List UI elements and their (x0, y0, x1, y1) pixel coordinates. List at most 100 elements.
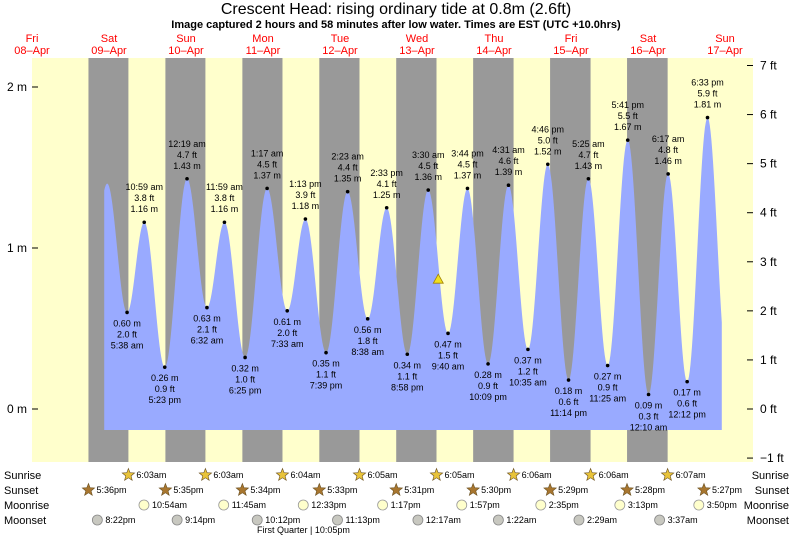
sunrise-time: 6:03am (213, 470, 243, 480)
moonset-icon (654, 514, 666, 526)
moonrise-icon (693, 499, 705, 511)
tide-point (546, 162, 550, 167)
sunset-time: 5:35pm (173, 485, 203, 495)
tide-point-label: 12:12 pm (668, 410, 706, 420)
sunset-icon (158, 482, 173, 496)
day-date-label: 16–Apr (630, 45, 666, 57)
tide-point-label: 7:39 pm (310, 381, 343, 391)
tide-point-label: 0.63 m (193, 314, 221, 324)
tide-point-label: 1.16 m (211, 204, 239, 214)
moonrise-icon (535, 499, 547, 511)
y-tick-label-m: 0 m (7, 402, 27, 416)
moonrise-time: 12:33pm (311, 500, 346, 510)
tide-point-label: 10:09 pm (469, 392, 507, 402)
tide-point (125, 310, 129, 315)
moonrise-icon (456, 499, 468, 511)
y-tick-label-ft: 6 ft (760, 108, 777, 122)
tide-point (345, 189, 350, 194)
tide-point-label: 10:59 am (125, 182, 163, 192)
moonrise-time: 3:50pm (707, 500, 737, 510)
tide-curve (104, 117, 722, 430)
tide-point (705, 115, 710, 120)
tide-point (384, 205, 389, 210)
moonset-time: 9:14pm (185, 515, 215, 525)
tide-point-label: 0.6 ft (677, 399, 698, 409)
tide-point-label: 0.9 ft (598, 383, 619, 393)
sunset-time: 5:34pm (250, 485, 280, 495)
sunset-time: 5:27pm (712, 485, 742, 495)
tide-point-label: 1:13 pm (289, 179, 322, 189)
axis-labels: 0 m 1 m 2 m −1 ft 0 ft 1 ft 2 ft 3 ft 4 ft 5 ft 6 … (7, 33, 784, 465)
sunset-icon (620, 482, 634, 496)
y-tick-label-ft: 3 ft (760, 255, 777, 269)
tide-point-label: 0.17 m (673, 388, 701, 398)
tide-point-label: 12:19 am (168, 139, 206, 149)
tide-point (142, 220, 147, 225)
tide-point (205, 305, 209, 310)
tide-point (243, 355, 247, 360)
tide-point-label: 8:58 pm (391, 382, 424, 392)
sunrise-icon (352, 467, 367, 481)
tide-point-label: 0.18 m (555, 386, 583, 396)
moonrise-time: 10:54am (152, 500, 187, 510)
tide-point-label: 4.4 ft (338, 163, 359, 173)
tide-point-label: 5:38 am (111, 340, 144, 350)
astro-row-label-left: Moonrise (4, 500, 49, 512)
tide-point-label: 0.60 m (113, 318, 141, 328)
day-name-label: Tue (331, 33, 350, 45)
astro-row-label-right: Moonrise (744, 500, 789, 512)
tide-point-label: 0.26 m (151, 373, 179, 383)
sunset-time: 5:29pm (558, 485, 588, 495)
sunrise-time: 6:05am (368, 470, 398, 480)
sunset-icon (466, 482, 481, 496)
tide-point-label: 1.37 m (454, 170, 482, 180)
tide-point-label: 5:41 pm (611, 100, 644, 110)
tide-point-label: 12:10 am (630, 423, 668, 433)
sunrise-time: 6:04am (290, 470, 320, 480)
tide-point (222, 220, 227, 225)
tide-point-label: 2:33 pm (370, 168, 403, 178)
tide-point-label: 0.37 m (514, 355, 542, 365)
day-date-label: 15–Apr (553, 45, 589, 57)
tide-point-label: 1.67 m (614, 122, 642, 132)
tide-point (566, 378, 571, 382)
tide-point (324, 350, 328, 355)
sunrise-icon (429, 467, 444, 481)
tide-point (605, 363, 610, 368)
moonrise-time: 1:57pm (470, 500, 500, 510)
tide-point-label: 1.52 m (534, 146, 562, 156)
tide-point-label: 1.25 m (373, 190, 401, 200)
sunset-icon (312, 482, 327, 496)
moonrise-icon (614, 499, 626, 511)
day-date-label: 08–Apr (14, 45, 50, 57)
tide-point-label: 4.7 ft (578, 150, 599, 160)
tide-point-label: 5:23 pm (148, 395, 181, 405)
moonset-icon (412, 514, 424, 526)
tide-point (285, 308, 290, 313)
moonset-icon (171, 514, 183, 526)
moonset-icon (332, 514, 343, 526)
tide-point-label: 10:35 am (509, 377, 547, 387)
tide-point-label: 1.1 ft (316, 370, 337, 380)
moonset-time: 11:13pm (345, 515, 379, 525)
day-date-label: 17–Apr (707, 45, 743, 57)
y-tick-label-ft: 2 ft (760, 304, 777, 318)
moonrise-time: 2:35pm (549, 500, 579, 510)
tide-point-label: 6:17 am (652, 134, 685, 144)
tide-point-label: 4:31 am (492, 145, 525, 155)
tide-point-label: 11:14 pm (550, 408, 587, 418)
tide-point-label: 0.47 m (434, 339, 462, 349)
moonset-time: 10:12pm (265, 515, 300, 525)
axis-ticks (32, 64, 753, 459)
tide-point-label: 4.8 ft (658, 145, 679, 155)
tide-point-label: 0.35 m (312, 359, 340, 369)
tide-point-label: 6:32 am (191, 336, 224, 346)
tide-point-label: 2.0 ft (277, 328, 298, 338)
tide-point-label: 9:40 am (432, 361, 465, 371)
tide-point (506, 183, 511, 188)
moonset-time: 2:29am (587, 515, 617, 525)
moonset-time: 8:22pm (105, 515, 135, 525)
sunset-icon (81, 482, 96, 496)
moonset-time: 1:22am (506, 515, 536, 525)
tide-point-label: 4.5 ft (418, 161, 439, 171)
